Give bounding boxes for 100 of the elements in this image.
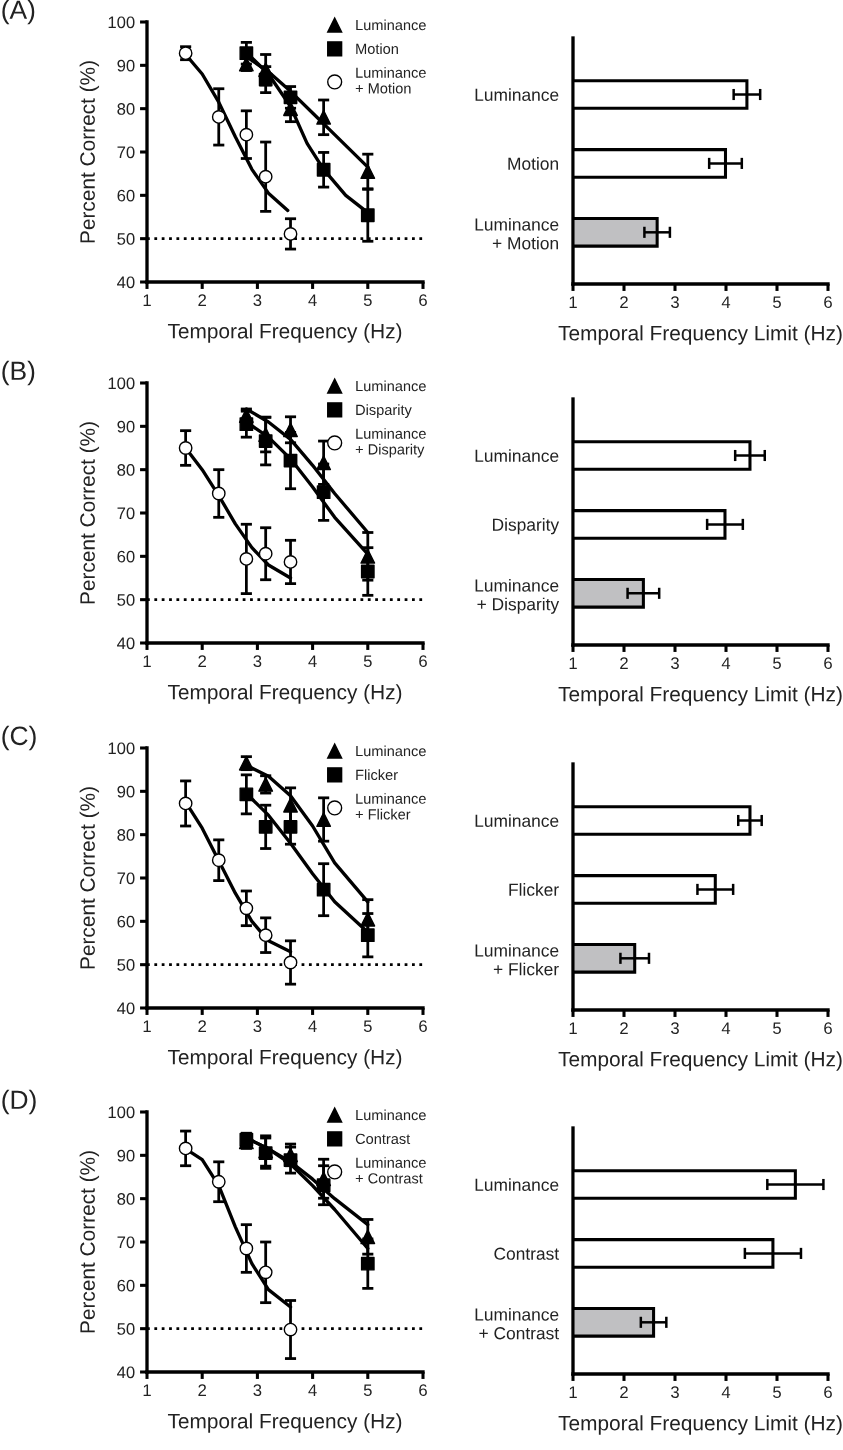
y-tick-label: 50 bbox=[117, 594, 135, 606]
x-tick-label: 1 bbox=[569, 657, 577, 669]
y-tick-label: 90 bbox=[117, 785, 135, 798]
legend-label: Flicker bbox=[356, 769, 398, 781]
y-tick-label: 90 bbox=[117, 1149, 135, 1162]
x-tick-label: 1 bbox=[143, 1020, 151, 1032]
x-tick-label: 4 bbox=[721, 1386, 731, 1398]
y-axis-title: Percent Correct (%) bbox=[79, 422, 100, 604]
x-tick-label: 2 bbox=[620, 296, 628, 308]
y-tick-label: 70 bbox=[117, 507, 135, 520]
chart-title: (D) bbox=[2, 1089, 36, 1115]
y-tick-label: 40 bbox=[117, 1002, 135, 1015]
x-tick-label: 3 bbox=[671, 296, 679, 309]
x-tick-label: 2 bbox=[620, 657, 628, 669]
x-tick-label: 2 bbox=[198, 1020, 206, 1032]
x-axis-title: Temporal Frequency (Hz) bbox=[167, 1049, 402, 1069]
y-tick-label: Luminance bbox=[475, 449, 559, 462]
x-tick-label: 5 bbox=[773, 657, 781, 670]
legend-label: Luminance + Motion bbox=[355, 67, 426, 94]
x-tick-label: 3 bbox=[253, 1020, 262, 1033]
x-tick-label: 1 bbox=[569, 1022, 577, 1034]
x-axis-title: Temporal Frequency Limit (Hz) bbox=[558, 686, 842, 706]
y-tick-label: 40 bbox=[117, 1366, 135, 1379]
legend-label: Luminance bbox=[356, 1109, 426, 1121]
y-tick-label: 50 bbox=[117, 1323, 135, 1335]
x-axis-title: Temporal Frequency (Hz) bbox=[167, 323, 402, 343]
y-tick-label: 50 bbox=[117, 959, 135, 971]
x-tick-label: 3 bbox=[671, 1022, 679, 1035]
x-tick-label: 4 bbox=[308, 1384, 317, 1396]
x-tick-label: 6 bbox=[419, 1384, 427, 1397]
x-tick-label: 5 bbox=[363, 1384, 372, 1397]
y-tick-label: Luminance bbox=[475, 1178, 559, 1191]
legend-label: Motion bbox=[356, 43, 398, 55]
x-tick-label: 2 bbox=[198, 655, 206, 667]
y-tick-label: 90 bbox=[117, 420, 135, 433]
x-axis-title: Temporal Frequency (Hz) bbox=[167, 1413, 402, 1433]
chart-title: (B) bbox=[2, 360, 35, 386]
x-tick-label: 6 bbox=[824, 296, 832, 309]
y-tick-label: Luminance + Motion bbox=[475, 217, 559, 250]
y-tick-label: Contrast bbox=[494, 1247, 559, 1260]
chart-title: (A) bbox=[2, 0, 35, 25]
x-tick-label: 3 bbox=[253, 294, 262, 307]
x-tick-label: 3 bbox=[253, 1384, 262, 1397]
x-tick-label: 2 bbox=[620, 1386, 628, 1398]
y-tick-label: Motion bbox=[508, 157, 558, 170]
y-tick-label: 90 bbox=[117, 59, 135, 72]
y-tick-label: 80 bbox=[117, 464, 135, 476]
x-tick-label: 4 bbox=[721, 1022, 731, 1034]
x-tick-label: 6 bbox=[419, 655, 427, 668]
x-axis-title: Temporal Frequency Limit (Hz) bbox=[558, 1415, 842, 1435]
y-tick-label: Luminance + Flicker bbox=[475, 943, 559, 976]
x-tick-label: 4 bbox=[308, 294, 317, 306]
x-tick-label: 4 bbox=[308, 1020, 317, 1032]
x-tick-label: 6 bbox=[824, 1386, 832, 1399]
y-tick-label: 60 bbox=[117, 189, 135, 202]
y-tick-label: 80 bbox=[117, 103, 135, 115]
y-tick-label: 80 bbox=[117, 1193, 135, 1205]
x-tick-label: 2 bbox=[198, 294, 206, 306]
x-axis-title: Temporal Frequency Limit (Hz) bbox=[558, 325, 842, 345]
y-tick-label: Disparity bbox=[493, 518, 560, 535]
y-tick-label: 80 bbox=[117, 829, 135, 841]
x-tick-label: 1 bbox=[143, 655, 151, 667]
y-tick-label: Luminance + Disparity bbox=[475, 578, 560, 614]
x-tick-label: 2 bbox=[620, 1022, 628, 1034]
x-tick-label: 5 bbox=[773, 296, 781, 309]
y-tick-label: Luminance bbox=[475, 814, 559, 827]
y-tick-label: 70 bbox=[117, 1236, 135, 1249]
x-axis-title: Temporal Frequency (Hz) bbox=[167, 684, 402, 704]
x-tick-label: 6 bbox=[824, 657, 832, 670]
legend-label: Luminance bbox=[356, 380, 426, 392]
x-tick-label: 6 bbox=[419, 1020, 427, 1033]
y-axis-title: Percent Correct (%) bbox=[79, 1151, 100, 1333]
y-tick-label: 70 bbox=[117, 872, 135, 885]
y-axis-title: Percent Correct (%) bbox=[79, 787, 100, 969]
x-tick-label: 6 bbox=[824, 1022, 832, 1035]
y-tick-label: 60 bbox=[117, 550, 135, 563]
y-tick-label: 50 bbox=[117, 233, 135, 245]
x-tick-label: 1 bbox=[143, 294, 151, 306]
x-tick-label: 4 bbox=[721, 657, 731, 669]
y-axis-title: Percent Correct (%) bbox=[79, 61, 100, 243]
x-tick-label: 1 bbox=[569, 1386, 577, 1398]
x-tick-label: 5 bbox=[773, 1386, 781, 1399]
y-tick-label: Luminance + Contrast bbox=[475, 1307, 559, 1340]
x-tick-label: 3 bbox=[671, 1386, 679, 1399]
y-tick-label: 100 bbox=[108, 1106, 135, 1119]
y-tick-label: 40 bbox=[117, 637, 135, 650]
x-tick-label: 3 bbox=[253, 655, 262, 668]
legend-label: Luminance + Flicker bbox=[355, 793, 426, 820]
legend-label: Luminance + Disparity bbox=[355, 428, 426, 458]
x-tick-label: 5 bbox=[363, 294, 372, 307]
y-tick-label: 100 bbox=[108, 742, 135, 755]
x-tick-label: 5 bbox=[363, 1020, 372, 1033]
y-tick-label: Luminance bbox=[475, 88, 559, 101]
x-tick-label: 4 bbox=[308, 655, 317, 667]
x-tick-label: 3 bbox=[671, 657, 679, 670]
chart-title: (C) bbox=[2, 725, 36, 751]
x-tick-label: 6 bbox=[419, 294, 427, 307]
y-tick-label: 40 bbox=[117, 276, 135, 289]
legend-label: Luminance bbox=[356, 745, 426, 757]
y-tick-label: 60 bbox=[117, 915, 135, 928]
